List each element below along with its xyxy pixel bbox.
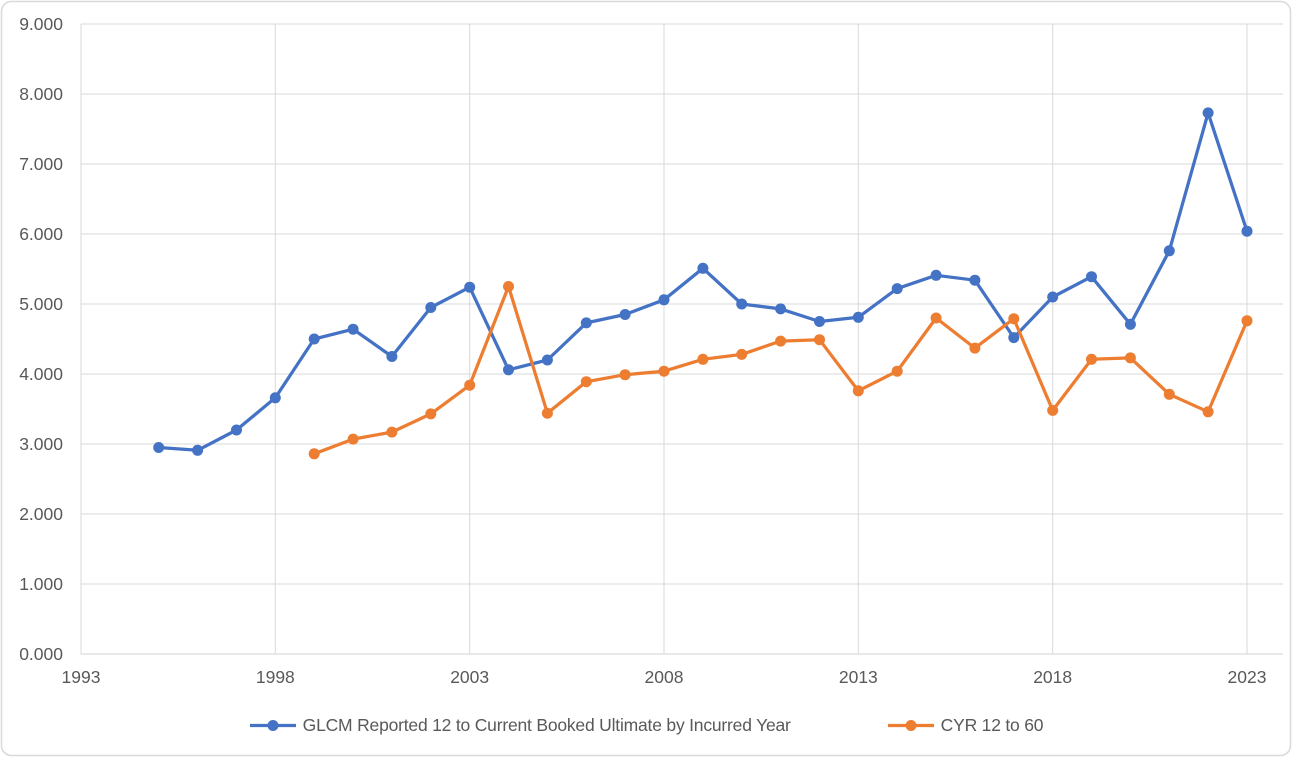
y-axis-tick-label: 2.000 xyxy=(19,504,63,524)
data-point-marker[interactable] xyxy=(386,351,398,362)
data-point-marker[interactable] xyxy=(580,317,592,329)
x-axis-tick-label: 2023 xyxy=(1228,667,1267,687)
data-point-marker[interactable] xyxy=(1008,313,1020,325)
data-point-marker[interactable] xyxy=(153,442,165,453)
data-point-marker[interactable] xyxy=(541,407,553,419)
data-point-marker[interactable] xyxy=(969,274,981,286)
y-axis-tick-label: 4.000 xyxy=(19,364,63,384)
legend-line-marker-icon xyxy=(887,719,934,731)
data-point-marker[interactable] xyxy=(619,369,631,381)
data-point-marker[interactable] xyxy=(930,269,942,281)
data-point-marker[interactable] xyxy=(464,281,476,293)
data-point-marker[interactable] xyxy=(658,365,670,377)
x-axis-tick-label: 2003 xyxy=(450,667,489,687)
data-point-marker[interactable] xyxy=(1124,352,1136,364)
data-point-marker[interactable] xyxy=(814,334,825,346)
data-point-marker[interactable] xyxy=(231,424,242,436)
data-point-marker[interactable] xyxy=(697,353,709,365)
y-axis-tick-label: 9.000 xyxy=(19,14,63,34)
data-point-marker[interactable] xyxy=(736,348,748,360)
data-point-marker[interactable] xyxy=(619,309,631,320)
y-axis-tick-label: 7.000 xyxy=(19,154,63,174)
data-point-marker[interactable] xyxy=(814,316,825,327)
y-axis-tick-label: 5.000 xyxy=(19,294,63,314)
data-point-marker[interactable] xyxy=(1163,388,1175,400)
data-point-marker[interactable] xyxy=(308,448,320,460)
x-axis-tick-label: 1998 xyxy=(256,667,295,687)
data-point-marker[interactable] xyxy=(930,312,942,324)
x-axis-tick-label: 2013 xyxy=(839,667,878,687)
data-point-marker[interactable] xyxy=(852,311,864,323)
y-axis-tick-label: 0.000 xyxy=(19,644,63,664)
y-axis-tick-label: 8.000 xyxy=(19,84,63,104)
data-point-marker[interactable] xyxy=(1086,271,1097,283)
data-point-marker[interactable] xyxy=(736,298,748,310)
data-point-marker[interactable] xyxy=(308,333,320,345)
x-axis-tick-label: 2018 xyxy=(1033,667,1072,687)
data-point-marker[interactable] xyxy=(425,408,437,420)
data-point-marker[interactable] xyxy=(1163,245,1175,257)
y-axis-tick-label: 3.000 xyxy=(19,434,63,454)
data-point-marker[interactable] xyxy=(386,426,398,438)
data-point-marker[interactable] xyxy=(1202,406,1214,418)
data-point-marker[interactable] xyxy=(1047,404,1059,416)
y-axis-tick-label: 1.000 xyxy=(19,574,63,594)
data-point-marker[interactable] xyxy=(891,365,903,377)
data-point-marker[interactable] xyxy=(969,342,981,354)
data-point-marker[interactable] xyxy=(1008,332,1020,344)
data-point-marker[interactable] xyxy=(503,281,514,292)
data-point-marker[interactable] xyxy=(697,262,709,274)
x-axis-tick-label: 1993 xyxy=(62,667,101,687)
data-point-marker[interactable] xyxy=(347,323,359,335)
data-point-marker[interactable] xyxy=(1202,107,1214,119)
data-point-marker[interactable] xyxy=(269,392,281,404)
legend-item-cyr[interactable]: CYR 12 to 60 xyxy=(887,715,1044,736)
legend-label-cyr: CYR 12 to 60 xyxy=(940,714,1044,735)
data-point-marker[interactable] xyxy=(425,302,437,313)
data-point-marker[interactable] xyxy=(658,294,670,306)
data-point-marker[interactable] xyxy=(775,335,787,347)
data-point-marker[interactable] xyxy=(775,303,787,315)
data-point-marker[interactable] xyxy=(1241,315,1253,327)
data-point-marker[interactable] xyxy=(1086,353,1097,365)
data-point-marker[interactable] xyxy=(580,376,592,388)
data-point-marker[interactable] xyxy=(852,385,864,397)
data-point-marker[interactable] xyxy=(192,444,204,456)
data-point-marker[interactable] xyxy=(891,283,903,295)
data-point-marker[interactable] xyxy=(541,354,553,366)
data-point-marker[interactable] xyxy=(503,364,514,376)
legend-label-glcm: GLCM Reported 12 to Current Booked Ultim… xyxy=(302,714,791,735)
y-axis-tick-label: 6.000 xyxy=(19,224,63,244)
data-point-marker[interactable] xyxy=(1241,225,1253,237)
data-point-marker[interactable] xyxy=(347,433,359,445)
legend-line-marker-icon xyxy=(249,719,296,731)
data-point-marker[interactable] xyxy=(1047,291,1059,303)
data-point-marker[interactable] xyxy=(1124,318,1136,330)
data-point-marker[interactable] xyxy=(464,379,476,391)
legend: GLCM Reported 12 to Current Booked Ultim… xyxy=(0,708,1292,742)
x-axis-tick-label: 2008 xyxy=(645,667,684,687)
legend-item-glcm[interactable]: GLCM Reported 12 to Current Booked Ultim… xyxy=(249,715,791,736)
